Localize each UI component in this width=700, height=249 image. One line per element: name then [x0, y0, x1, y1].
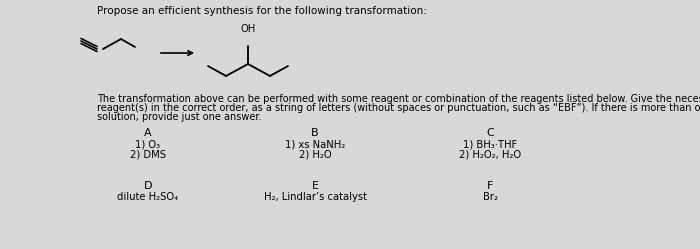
- Text: 2) H₂O₂, H₂O: 2) H₂O₂, H₂O: [459, 149, 521, 159]
- Text: Br₂: Br₂: [482, 192, 498, 202]
- Text: 2) H₂O: 2) H₂O: [299, 149, 331, 159]
- Text: 1) BH₃·THF: 1) BH₃·THF: [463, 139, 517, 149]
- Text: H₂, Lindlar’s catalyst: H₂, Lindlar’s catalyst: [263, 192, 367, 202]
- Text: A: A: [144, 128, 152, 138]
- Text: E: E: [312, 181, 318, 191]
- Text: 1) xs NaNH₂: 1) xs NaNH₂: [285, 139, 345, 149]
- Text: Propose an efficient synthesis for the following transformation:: Propose an efficient synthesis for the f…: [97, 6, 427, 16]
- Text: 2) DMS: 2) DMS: [130, 149, 166, 159]
- Text: solution, provide just one answer.: solution, provide just one answer.: [97, 112, 262, 122]
- Text: C: C: [486, 128, 494, 138]
- Text: D: D: [144, 181, 153, 191]
- Text: OH: OH: [240, 24, 256, 34]
- Text: dilute H₂SO₄: dilute H₂SO₄: [118, 192, 178, 202]
- Text: F: F: [486, 181, 493, 191]
- Text: 1) O₃: 1) O₃: [135, 139, 160, 149]
- Text: The transformation above can be performed with some reagent or combination of th: The transformation above can be performe…: [97, 94, 700, 104]
- Text: B: B: [312, 128, 318, 138]
- Text: reagent(s) in the correct order, as a string of letters (without spaces or punct: reagent(s) in the correct order, as a st…: [97, 103, 700, 113]
